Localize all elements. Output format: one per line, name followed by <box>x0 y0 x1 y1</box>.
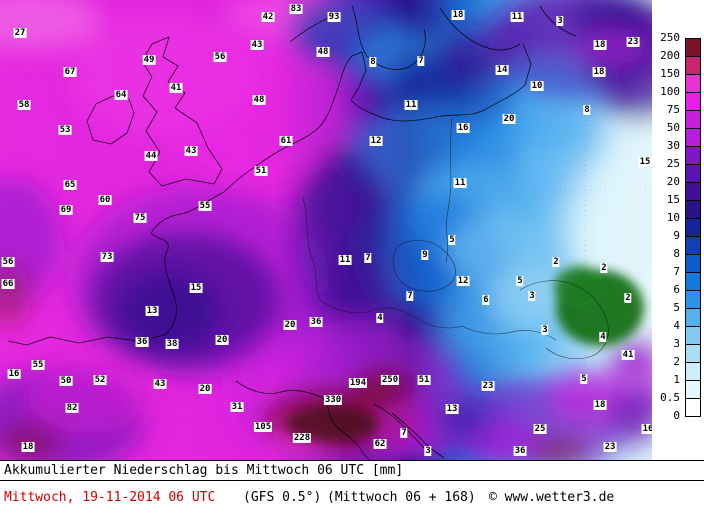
footer-row: Mittwoch, 19-11-2014 06 UTC (GFS 0.5°) (… <box>0 481 704 513</box>
legend-color-box <box>685 236 701 255</box>
legend-color-box <box>685 344 701 363</box>
legend-tick-label: 250 <box>660 31 680 44</box>
legend-tick-label: 15 <box>666 193 680 206</box>
legend-tick-label: 9 <box>673 229 680 242</box>
legend-color-box <box>685 200 701 219</box>
legend-tick-label: 20 <box>666 175 680 188</box>
legend-color-box <box>685 74 701 93</box>
legend-tick-label: 75 <box>666 103 680 116</box>
legend-color-box <box>685 362 701 381</box>
graticule <box>0 0 655 460</box>
legend-tick-label: 100 <box>660 85 680 98</box>
legend-tick-label: 0 <box>673 409 680 422</box>
legend-tick-label: 10 <box>666 211 680 224</box>
map-area: 27 42 83 93 18 11 3 18 23 67 49 56 43 48 8 7 14 18 58 64 41 4… <box>0 0 704 460</box>
legend-tick-label: 50 <box>666 121 680 134</box>
green-region <box>554 266 644 346</box>
legend-color-box <box>685 254 701 273</box>
legend-color-box <box>685 290 701 309</box>
legend-tick-label: 8 <box>673 247 680 260</box>
footer-date: Mittwoch, 19-11-2014 06 UTC <box>4 490 216 505</box>
legend-color-box <box>685 308 701 327</box>
legend-tick-label: 25 <box>666 157 680 170</box>
legend-color-box <box>685 56 701 75</box>
map-title: Akkumulierter Niederschlag bis Mittwoch … <box>0 461 704 481</box>
legend-color-box <box>685 380 701 399</box>
legend-colorbar <box>685 38 701 417</box>
legend-color-box <box>685 146 701 165</box>
legend-color-box <box>685 164 701 183</box>
legend-tick-label: 2 <box>673 355 680 368</box>
legend-color-box <box>685 92 701 111</box>
legend-tick-label: 6 <box>673 283 680 296</box>
legend-color-box <box>685 326 701 345</box>
legend: 250 200 150 100 75 50 30 25 20 15 10 9 8 7 6 5 4 3 2 1 0.5 0 <box>652 0 704 460</box>
legend-tick-label: 5 <box>673 301 680 314</box>
legend-color-box <box>685 182 701 201</box>
bottom-bar: Akkumulierter Niederschlag bis Mittwoch … <box>0 460 704 513</box>
legend-tick-label: 150 <box>660 67 680 80</box>
legend-tick-label: 0.5 <box>660 391 680 404</box>
country-borders <box>301 117 609 360</box>
legend-tick-label: 3 <box>673 337 680 350</box>
legend-color-box <box>685 128 701 147</box>
footer-credit: © www.wetter3.de <box>489 490 615 505</box>
footer-run: (Mittwoch 06 + 168) <box>327 490 476 505</box>
legend-color-box <box>685 272 701 291</box>
legend-tick-label: 7 <box>673 265 680 278</box>
legend-color-box <box>685 110 701 129</box>
legend-tick-label: 1 <box>673 373 680 386</box>
legend-tick-label: 4 <box>673 319 680 332</box>
legend-tick-label: 200 <box>660 49 680 62</box>
legend-color-box <box>685 38 701 57</box>
legend-tick-label: 30 <box>666 139 680 152</box>
legend-color-box <box>685 218 701 237</box>
precipitation-field <box>0 0 655 460</box>
legend-color-box <box>685 398 701 417</box>
footer-model: (GFS 0.5°) <box>243 490 322 505</box>
